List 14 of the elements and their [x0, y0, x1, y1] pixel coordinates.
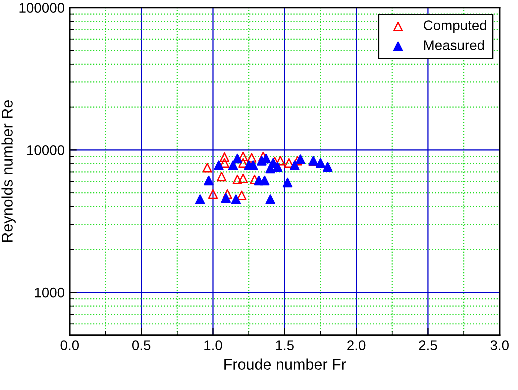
legend-label: Measured [424, 40, 484, 50]
y-axis-title: Reynolds number Re [2, 100, 16, 242]
y-tick-label: 100000 [20, 3, 65, 13]
x-tick-label: 0.5 [132, 340, 151, 350]
x-axis-title: Froude number Fr [224, 358, 346, 370]
x-tick-label: 2.5 [419, 340, 438, 350]
x-tick-label: 0.0 [60, 340, 80, 350]
x-tick-label: 2.0 [348, 340, 366, 350]
y-tick-label: 1000 [35, 288, 65, 298]
x-tick-label: 1.5 [276, 340, 294, 350]
y-tick-label: 10000 [28, 146, 65, 156]
x-tick-label: 1.0 [204, 340, 222, 350]
legend-label: Computed [424, 20, 486, 34]
x-tick-label: 3.0 [490, 340, 509, 350]
